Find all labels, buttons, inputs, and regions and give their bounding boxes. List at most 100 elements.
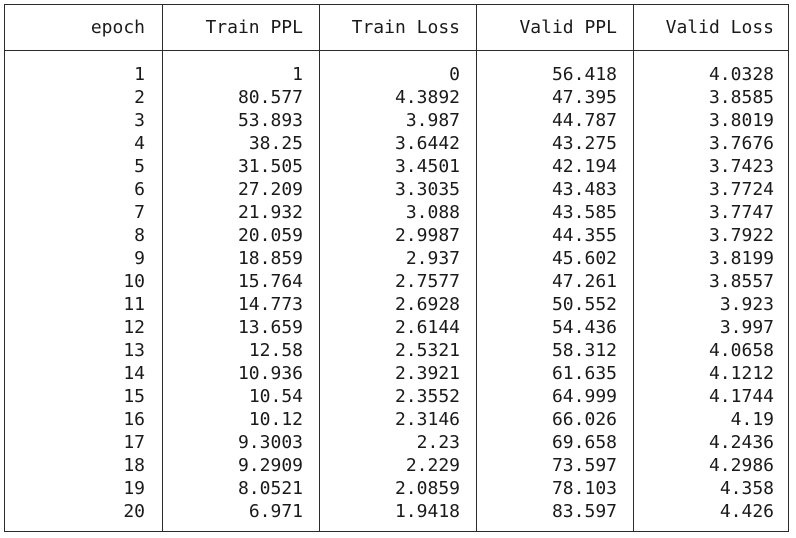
- cell-valid-ppl: 54.436: [551, 317, 617, 338]
- table-row: 6 27.209 3.3035 43.483 3.7724: [5, 178, 788, 201]
- cell-epoch: 5: [134, 156, 145, 177]
- table-row: 14 10.936 2.3921 61.635 4.1212: [5, 362, 788, 385]
- cell-valid-ppl: 73.597: [551, 455, 617, 476]
- cell-valid-loss: 4.0328: [708, 64, 774, 85]
- cell-train-ppl: 10.936: [237, 363, 303, 384]
- cell-train-ppl: 53.893: [237, 110, 303, 131]
- table-row: 1 1 0 56.418 4.0328: [5, 63, 788, 86]
- table-row: 19 8.0521 2.0859 78.103 4.358: [5, 477, 788, 500]
- cell-valid-ppl: 56.418: [551, 64, 617, 85]
- cell-valid-loss: 4.1212: [708, 363, 774, 384]
- cell-valid-ppl: 58.312: [551, 340, 617, 361]
- table-row: 16 10.12 2.3146 66.026 4.19: [5, 408, 788, 431]
- cell-train-ppl: 10.12: [248, 409, 303, 430]
- cell-valid-loss: 3.8019: [708, 110, 774, 131]
- cell-valid-ppl: 50.552: [551, 294, 617, 315]
- cell-train-loss: 2.937: [405, 248, 460, 269]
- cell-train-loss: 2.0859: [394, 478, 460, 499]
- cell-train-loss: 2.229: [405, 455, 460, 476]
- cell-valid-loss: 4.2436: [708, 432, 774, 453]
- cell-epoch: 3: [134, 110, 145, 131]
- cell-valid-ppl: 61.635: [551, 363, 617, 384]
- cell-train-ppl: 14.773: [237, 294, 303, 315]
- results-table: epoch Train PPL Train Loss Valid PPL Val…: [4, 4, 789, 532]
- cell-epoch: 10: [123, 271, 145, 292]
- cell-epoch: 6: [134, 179, 145, 200]
- cell-train-ppl: 20.059: [237, 225, 303, 246]
- column-divider: [162, 5, 163, 531]
- table-row: 13 12.58 2.5321 58.312 4.0658: [5, 339, 788, 362]
- cell-train-ppl: 10.54: [248, 386, 303, 407]
- cell-valid-ppl: 78.103: [551, 478, 617, 499]
- table-row: 4 38.25 3.6442 43.275 3.7676: [5, 132, 788, 155]
- cell-valid-loss: 4.1744: [708, 386, 774, 407]
- table-row: 8 20.059 2.9987 44.355 3.7922: [5, 224, 788, 247]
- cell-train-loss: 2.3921: [394, 363, 460, 384]
- table-row: 3 53.893 3.987 44.787 3.8019: [5, 109, 788, 132]
- cell-valid-loss: 3.8585: [708, 87, 774, 108]
- header-valid-ppl: Valid PPL: [519, 17, 617, 38]
- cell-epoch: 14: [123, 363, 145, 384]
- cell-valid-loss: 3.8557: [708, 271, 774, 292]
- cell-valid-loss: 4.0658: [708, 340, 774, 361]
- cell-valid-loss: 3.7922: [708, 225, 774, 246]
- header-valid-loss: Valid Loss: [665, 17, 774, 38]
- table-row: 2 80.577 4.3892 47.395 3.8585: [5, 86, 788, 109]
- column-divider: [476, 5, 477, 531]
- cell-epoch: 1: [134, 64, 145, 85]
- cell-train-loss: 3.088: [405, 202, 460, 223]
- cell-train-ppl: 13.659: [237, 317, 303, 338]
- cell-epoch: 11: [123, 294, 145, 315]
- table-row: 12 13.659 2.6144 54.436 3.997: [5, 316, 788, 339]
- column-divider: [319, 5, 320, 531]
- cell-valid-loss: 4.358: [719, 478, 774, 499]
- cell-valid-ppl: 66.026: [551, 409, 617, 430]
- cell-valid-ppl: 47.261: [551, 271, 617, 292]
- cell-epoch: 12: [123, 317, 145, 338]
- table-row: 7 21.932 3.088 43.585 3.7747: [5, 201, 788, 224]
- cell-valid-loss: 3.7676: [708, 133, 774, 154]
- cell-epoch: 7: [134, 202, 145, 223]
- cell-valid-loss: 3.8199: [708, 248, 774, 269]
- cell-train-loss: 2.3146: [394, 409, 460, 430]
- cell-epoch: 13: [123, 340, 145, 361]
- cell-valid-ppl: 44.355: [551, 225, 617, 246]
- cell-train-loss: 0: [449, 64, 460, 85]
- header-train-loss: Train Loss: [351, 17, 460, 38]
- cell-epoch: 15: [123, 386, 145, 407]
- cell-valid-ppl: 43.275: [551, 133, 617, 154]
- cell-train-ppl: 21.932: [237, 202, 303, 223]
- cell-train-ppl: 6.971: [248, 501, 303, 522]
- cell-valid-loss: 3.7423: [708, 156, 774, 177]
- cell-train-ppl: 18.859: [237, 248, 303, 269]
- header-train-ppl: Train PPL: [205, 17, 303, 38]
- cell-valid-ppl: 64.999: [551, 386, 617, 407]
- cell-train-loss: 2.9987: [394, 225, 460, 246]
- cell-epoch: 8: [134, 225, 145, 246]
- cell-epoch: 4: [134, 133, 145, 154]
- table-row: 11 14.773 2.6928 50.552 3.923: [5, 293, 788, 316]
- cell-train-ppl: 9.2909: [237, 455, 303, 476]
- cell-train-ppl: 12.58: [248, 340, 303, 361]
- cell-valid-loss: 3.923: [719, 294, 774, 315]
- cell-train-ppl: 15.764: [237, 271, 303, 292]
- table-row: 15 10.54 2.3552 64.999 4.1744: [5, 385, 788, 408]
- table-row: 5 31.505 3.4501 42.194 3.7423: [5, 155, 788, 178]
- cell-train-loss: 1.9418: [394, 501, 460, 522]
- cell-valid-ppl: 44.787: [551, 110, 617, 131]
- cell-epoch: 20: [123, 501, 145, 522]
- cell-epoch: 18: [123, 455, 145, 476]
- cell-valid-loss: 4.19: [730, 409, 774, 430]
- cell-valid-ppl: 47.395: [551, 87, 617, 108]
- table-row: 17 9.3003 2.23 69.658 4.2436: [5, 431, 788, 454]
- cell-valid-loss: 4.426: [719, 501, 774, 522]
- table-row: 20 6.971 1.9418 83.597 4.426: [5, 500, 788, 523]
- cell-train-loss: 2.7577: [394, 271, 460, 292]
- cell-valid-ppl: 43.483: [551, 179, 617, 200]
- table-body: 1 1 0 56.418 4.0328 2 80.577 4.3892 47.395 3.8585…: [5, 63, 788, 523]
- cell-train-loss: 2.23: [416, 432, 460, 453]
- cell-train-loss: 3.987: [405, 110, 460, 131]
- cell-epoch: 17: [123, 432, 145, 453]
- cell-valid-loss: 4.2986: [708, 455, 774, 476]
- header-divider: [5, 50, 788, 51]
